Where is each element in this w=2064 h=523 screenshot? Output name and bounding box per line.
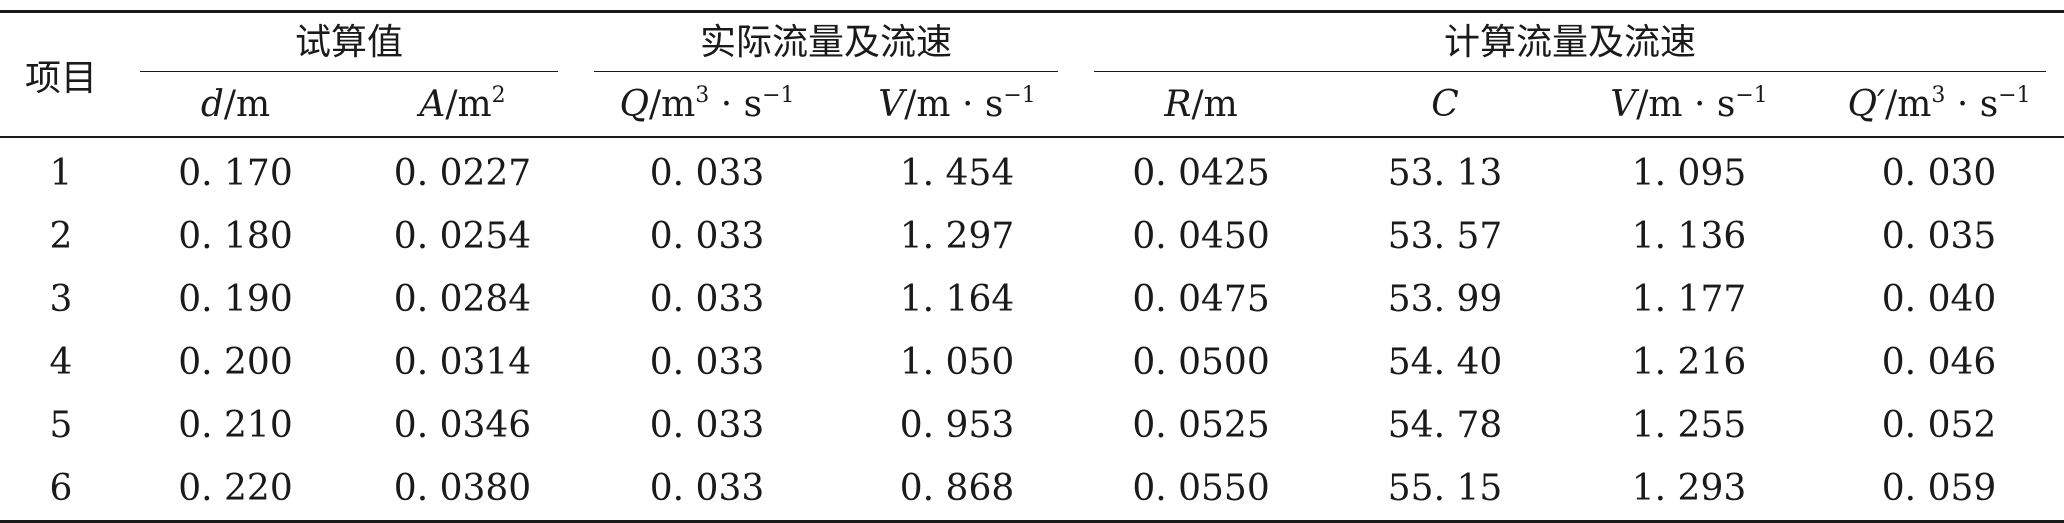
table-cell: 1. 297 [899, 216, 1015, 257]
table-cell: 0. 170 [178, 153, 293, 194]
table-cell: 0. 0380 [393, 468, 532, 509]
table-cell: 0. 0500 [1132, 342, 1270, 383]
table-cell: 1. 293 [1631, 468, 1747, 509]
table-row: 6 0. 220 0. 0380 0. 033 0. 868 0. 0550 5… [0, 457, 2064, 522]
table-cell: 4 [49, 342, 73, 383]
table-cell: 0. 033 [649, 216, 765, 257]
table-cell: 0. 033 [649, 279, 765, 320]
table-cell: 53. 99 [1387, 279, 1503, 320]
table-cell: 0. 0475 [1132, 279, 1270, 320]
table-cell: 1. 095 [1631, 153, 1747, 194]
stub-header: 项目 [0, 11, 122, 138]
table-row: 2 0. 180 0. 0254 0. 033 1. 297 0. 0450 5… [0, 205, 2064, 268]
group-header-trial: 试算值 [122, 12, 576, 72]
table-cell: 0. 035 [1881, 216, 1997, 257]
table-cell: 0. 0254 [393, 216, 532, 257]
table-cell: 1. 164 [899, 279, 1015, 320]
col-header-V-actual: V/m · s−1 [838, 72, 1077, 138]
table-cell: 53. 13 [1387, 153, 1503, 194]
table-row: 5 0. 210 0. 0346 0. 033 0. 953 0. 0525 5… [0, 394, 2064, 457]
table-cell: 0. 033 [649, 342, 765, 383]
table-cell: 1 [49, 153, 73, 194]
table-cell: 0. 220 [178, 468, 293, 509]
col-header-R: R/m [1076, 72, 1327, 138]
table-cell: 0. 0227 [393, 153, 532, 194]
group-header-computed-label: 计算流量及流速 [1094, 13, 2047, 72]
table-cell: 1. 136 [1631, 216, 1747, 257]
table-cell: 1. 255 [1631, 405, 1747, 446]
table-cell: 0. 0346 [393, 405, 532, 446]
table-body: 1 0. 170 0. 0227 0. 033 1. 454 0. 0425 5… [0, 137, 2064, 522]
table-cell: 0. 200 [178, 342, 293, 383]
table-cell: 0. 180 [178, 216, 293, 257]
flow-calculation-table: 项目 试算值 实际流量及流速 计算流量及流速 d/m A/m2 Q/m3 · s… [0, 10, 2064, 523]
group-header-computed: 计算流量及流速 [1076, 12, 2064, 72]
table-cell: 0. 0450 [1132, 216, 1270, 257]
table-cell: 0. 0525 [1132, 405, 1270, 446]
table-cell: 0. 0425 [1132, 153, 1270, 194]
col-header-V-computed: V/m · s−1 [1564, 72, 1815, 138]
table-cell: 6 [49, 468, 73, 509]
table-header: 项目 试算值 实际流量及流速 计算流量及流速 d/m A/m2 Q/m3 · s… [0, 11, 2064, 138]
table-cell: 0. 059 [1881, 468, 1997, 509]
table-cell: 0. 0284 [393, 279, 532, 320]
table-cell: 0. 190 [178, 279, 293, 320]
table-cell: 0. 040 [1881, 279, 1997, 320]
table-cell: 55. 15 [1387, 468, 1503, 509]
table-cell: 0. 210 [178, 405, 293, 446]
table-row: 1 0. 170 0. 0227 0. 033 1. 454 0. 0425 5… [0, 137, 2064, 205]
table-cell: 2 [49, 216, 73, 257]
table-cell: 0. 033 [649, 468, 765, 509]
table-row: 3 0. 190 0. 0284 0. 033 1. 164 0. 0475 5… [0, 268, 2064, 331]
table-cell: 54. 40 [1387, 342, 1503, 383]
table-cell: 0. 046 [1881, 342, 1997, 383]
table-cell: 0. 953 [899, 405, 1015, 446]
table-cell: 0. 033 [649, 405, 765, 446]
col-header-Q: Q/m3 · s−1 [576, 72, 839, 138]
table-cell: 0. 033 [649, 153, 765, 194]
table-cell: 5 [49, 405, 73, 446]
col-header-Q-computed: Q′/m3 · s−1 [1814, 72, 2064, 138]
col-header-d: d/m [122, 72, 349, 138]
table-cell: 1. 216 [1631, 342, 1747, 383]
table-cell: 0. 052 [1881, 405, 1997, 446]
table-row: 4 0. 200 0. 0314 0. 033 1. 050 0. 0500 5… [0, 331, 2064, 394]
group-header-trial-label: 试算值 [140, 13, 559, 72]
table-cell: 1. 454 [899, 153, 1015, 194]
table-cell: 0. 0550 [1132, 468, 1270, 509]
table-cell: 54. 78 [1387, 405, 1503, 446]
group-header-actual: 实际流量及流速 [576, 12, 1076, 72]
col-header-A: A/m2 [349, 72, 577, 138]
table-cell: 0. 030 [1881, 153, 1997, 194]
table-cell: 0. 0314 [393, 342, 532, 383]
table-cell: 53. 57 [1387, 216, 1503, 257]
table-cell: 1. 050 [899, 342, 1015, 383]
col-header-C: C [1326, 72, 1565, 138]
table-cell: 0. 868 [899, 468, 1015, 509]
data-table-container: 项目 试算值 实际流量及流速 计算流量及流速 d/m A/m2 Q/m3 · s… [0, 10, 2064, 523]
table-cell: 3 [49, 279, 73, 320]
group-header-actual-label: 实际流量及流速 [594, 13, 1059, 72]
table-cell: 1. 177 [1631, 279, 1747, 320]
